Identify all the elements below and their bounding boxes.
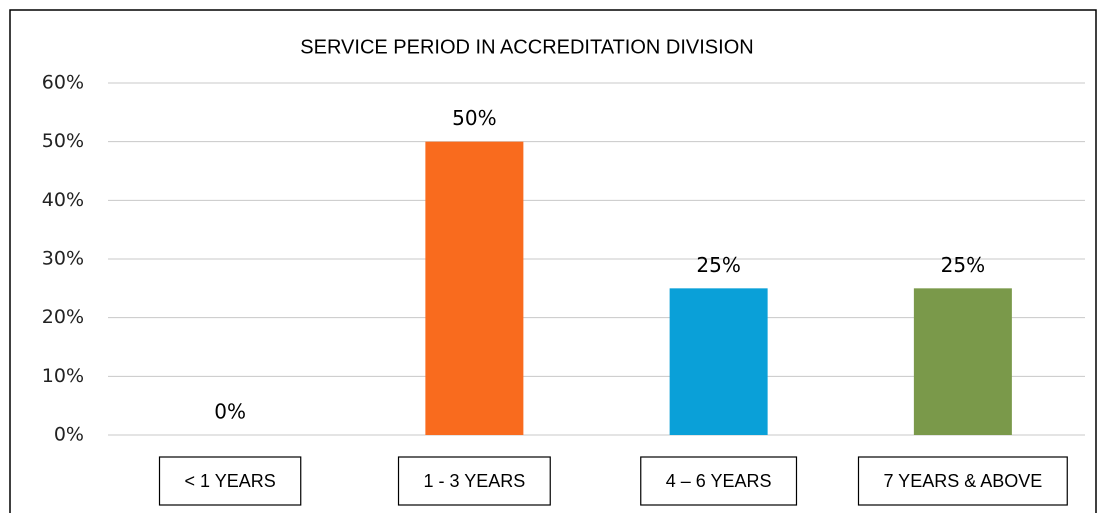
category-box (857, 456, 1068, 506)
bar (425, 141, 524, 435)
bar (913, 288, 1012, 435)
category-box (158, 456, 302, 506)
data-label: 25% (696, 253, 740, 277)
y-tick-label: 20% (42, 306, 84, 328)
x-tick-label: 1 - 3 YEARS (424, 471, 526, 491)
data-label: 50% (452, 106, 496, 130)
y-tick-label: 30% (42, 248, 84, 270)
category-box (397, 456, 551, 506)
y-tick-label: 60% (42, 72, 84, 94)
x-tick-label: 4 – 6 YEARS (666, 471, 772, 491)
y-tick-label: 10% (42, 365, 84, 387)
data-label: 0% (214, 400, 246, 424)
bar (669, 288, 768, 435)
category-box (640, 456, 798, 506)
y-tick-label: 40% (42, 189, 84, 211)
x-tick-label: 7 YEARS & ABOVE (884, 471, 1043, 491)
data-label: 25% (941, 253, 985, 277)
x-tick-label: < 1 YEARS (185, 471, 276, 491)
y-tick-label: 50% (42, 130, 84, 152)
chart-title: SERVICE PERIOD IN ACCREDITATION DIVISION (300, 36, 753, 58)
chart-border (9, 9, 1097, 513)
y-tick-label: 0% (54, 424, 84, 446)
